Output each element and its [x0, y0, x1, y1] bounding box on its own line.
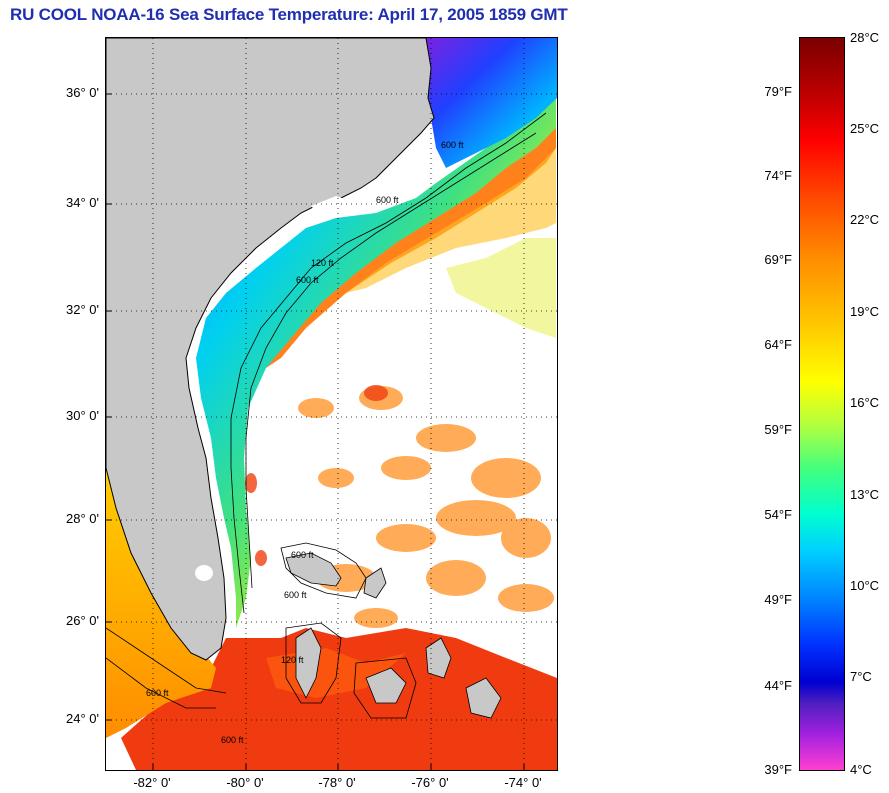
- warm-eddy: [346, 148, 556, 293]
- cold-northern-water: [421, 38, 557, 168]
- lat-label-36: 36° 0': [66, 85, 99, 100]
- colorbar-c-label: 16°C: [850, 395, 880, 410]
- lat-label-28: 28° 0': [66, 511, 99, 526]
- colorbar-f-label: 79°F: [764, 84, 792, 99]
- contour-label: 600 ft: [291, 550, 314, 560]
- lon-label-80: -80° 0': [226, 775, 264, 790]
- lon-label-82: -82° 0': [133, 775, 171, 790]
- axis-ticks: [106, 93, 525, 770]
- cloud-patch-coast: [311, 196, 356, 216]
- ocean-patch-yellow: [446, 238, 556, 338]
- colorbar-c-label: 25°C: [850, 121, 880, 136]
- colorbar-c-label: 7°C: [850, 669, 872, 684]
- colorbar-c-label: 13°C: [850, 487, 880, 502]
- contour-label: 600 ft: [146, 688, 169, 698]
- colorbar-f-label: 49°F: [764, 592, 792, 607]
- colorbar-c-label: 19°C: [850, 304, 880, 319]
- depth-contours: [106, 112, 547, 719]
- land-mass: [106, 38, 435, 661]
- lat-label-32: 32° 0': [66, 302, 99, 317]
- colorbar-f-label: 69°F: [764, 252, 792, 267]
- contour-label: 600 ft: [296, 275, 319, 285]
- graticule: [106, 38, 557, 770]
- sst-map[interactable]: 600 ft 120 ft 600 ft 600 ft 600 ft 600 f…: [105, 37, 558, 771]
- temperature-colorbar: [799, 37, 845, 771]
- hot-patches: [245, 385, 388, 566]
- lake-okeechobee: [195, 565, 213, 581]
- lat-label-24: 24° 0': [66, 711, 99, 726]
- colorbar-f-label: 39°F: [764, 762, 792, 777]
- bahamas-islands: [285, 552, 502, 719]
- colorbar-c-label: 4°C: [850, 762, 872, 777]
- colorbar-f-label: 64°F: [764, 337, 792, 352]
- lon-label-78: -78° 0': [318, 775, 356, 790]
- lat-label-30: 30° 0': [66, 408, 99, 423]
- lat-label-26: 26° 0': [66, 613, 99, 628]
- page-title: RU COOL NOAA-16 Sea Surface Temperature:…: [10, 5, 568, 24]
- map-svg: 600 ft 120 ft 600 ft 600 ft 600 ft 600 f…: [106, 38, 557, 770]
- contour-label: 600 ft: [376, 195, 399, 205]
- lat-label-34: 34° 0': [66, 195, 99, 210]
- colorbar-c-label: 22°C: [850, 212, 880, 227]
- colorbar-f-label: 54°F: [764, 507, 792, 522]
- contour-label: 600 ft: [284, 590, 307, 600]
- colorbar-f-label: 59°F: [764, 422, 792, 437]
- continental-shelf-water: [196, 98, 556, 628]
- contour-label: 120 ft: [281, 655, 304, 665]
- contour-label: 120 ft: [311, 258, 334, 268]
- lon-label-76: -76° 0': [411, 775, 449, 790]
- colorbar-f-label: 74°F: [764, 168, 792, 183]
- lon-label-74: -74° 0': [504, 775, 542, 790]
- colorbar-c-label: 10°C: [850, 578, 880, 593]
- contour-label: 600 ft: [441, 140, 464, 150]
- colorbar-c-label: 28°C: [850, 30, 880, 45]
- contour-label: 600 ft: [221, 735, 244, 745]
- colorbar-f-label: 44°F: [764, 678, 792, 693]
